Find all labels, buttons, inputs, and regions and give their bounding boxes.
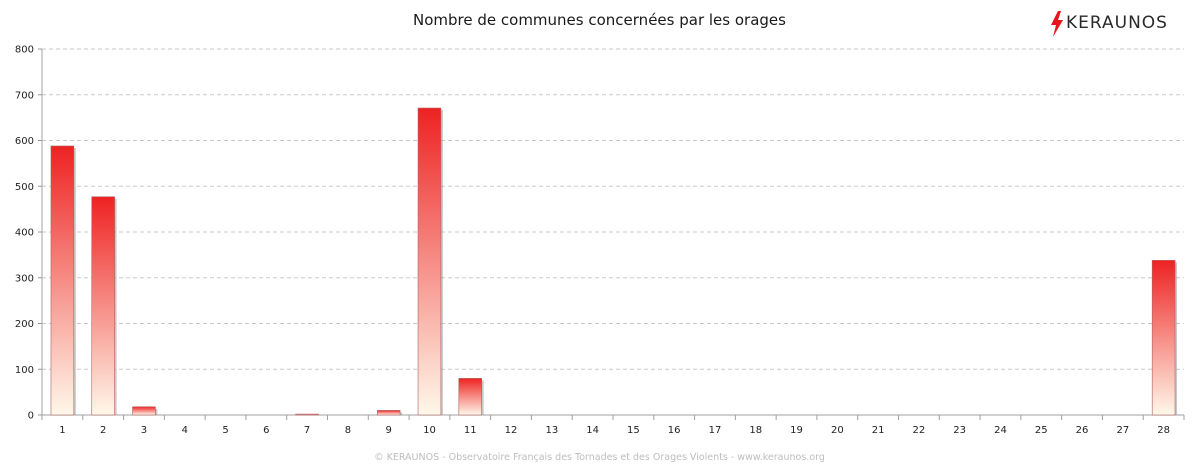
- x-tick-label: 17: [709, 425, 722, 436]
- x-tick-label: 23: [953, 425, 966, 436]
- bar: [132, 406, 156, 416]
- y-tick-label: 400: [15, 228, 34, 239]
- axes: [38, 48, 1185, 420]
- x-tick-label: 8: [345, 425, 351, 436]
- bar: [1151, 260, 1176, 416]
- keraunos-logo: KERAUNOS: [1050, 10, 1190, 38]
- bar: [50, 145, 75, 416]
- chart-title: Nombre de communes concernées par les or…: [413, 11, 786, 29]
- bar: [417, 107, 442, 416]
- x-tick-label: 22: [913, 425, 926, 436]
- x-tick-label: 16: [668, 425, 681, 436]
- x-tick-label: 13: [545, 425, 558, 436]
- x-tick-label: 15: [627, 425, 640, 436]
- x-tick-label: 9: [385, 425, 391, 436]
- bar: [376, 410, 401, 416]
- x-tick-label: 4: [182, 425, 188, 436]
- y-tick-label: 200: [15, 319, 34, 330]
- x-tick-label: 2: [100, 425, 106, 436]
- x-tick-label: 6: [263, 425, 269, 436]
- x-tick-label: 1: [59, 425, 65, 436]
- x-tick-label: 7: [304, 425, 310, 436]
- x-tick-label: 18: [749, 425, 762, 436]
- y-tick-label: 0: [28, 411, 34, 422]
- x-tick-label: 20: [831, 425, 844, 436]
- footer-credit: © KERAUNOS - Observatoire Français des T…: [374, 452, 825, 463]
- x-tick-label: 5: [222, 425, 228, 436]
- y-tick-label: 600: [15, 136, 34, 147]
- x-tick-label: 27: [1116, 425, 1129, 436]
- y-tick-label: 300: [15, 273, 34, 284]
- y-tick-label: 100: [15, 365, 34, 376]
- x-tick-label: 25: [1035, 425, 1048, 436]
- bar: [458, 378, 482, 416]
- x-tick-label: 21: [872, 425, 885, 436]
- logo-text: KERAUNOS: [1066, 13, 1168, 33]
- x-tick-label: 12: [505, 425, 518, 436]
- x-tick-label: 24: [994, 425, 1007, 436]
- y-tick-label: 500: [15, 182, 34, 193]
- y-tick-label: 700: [15, 90, 34, 101]
- x-tick-label: 26: [1076, 425, 1089, 436]
- x-tick-label: 3: [141, 425, 147, 436]
- x-tick-label: 11: [464, 425, 477, 436]
- bar: [91, 196, 115, 416]
- grid: [42, 48, 1184, 370]
- x-tick-label: 28: [1157, 425, 1170, 436]
- x-tick-label: 14: [586, 425, 599, 436]
- lightning-bolt-icon: [1051, 11, 1063, 37]
- bars: [50, 107, 1178, 416]
- bar: [295, 413, 319, 416]
- x-tick-label: 10: [423, 425, 436, 436]
- x-tick-label: 19: [790, 425, 803, 436]
- y-tick-label: 800: [15, 45, 34, 56]
